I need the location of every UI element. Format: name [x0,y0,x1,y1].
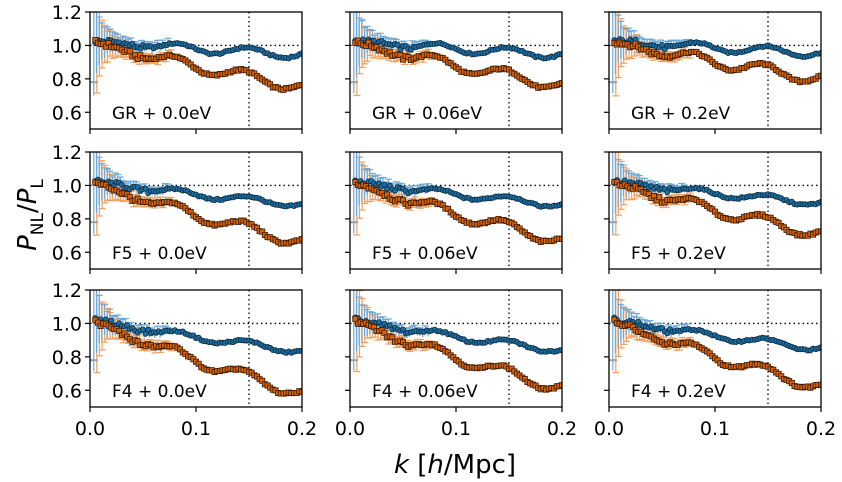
x-axis-title-open: [ [417,450,427,480]
point-nonlinear [818,381,821,388]
panel-3: 0.6 0.8 1.0 1.2 F5 + 0.0eV [52,142,303,274]
y-tick-label: 1.2 [52,280,82,302]
panel-plot-area [90,12,302,129]
panel-label: F4 + 0.2eV [631,382,726,402]
panel-label: GR + 0.06eV [372,104,482,124]
panel-plot-area [350,152,562,269]
point-linear [664,330,671,337]
x-tick-label: 0.2 [547,418,577,440]
x-tick-label: 0.0 [335,418,365,440]
panel-1: GR + 0.06eV [345,11,563,134]
panel-label: GR + 0.2eV [631,104,731,124]
x-axis-title-h: h [427,450,443,480]
point-nonlinear [559,80,562,87]
panel-label: F4 + 0.06eV [372,382,478,402]
panel-label: F4 + 0.0eV [112,382,207,402]
y-tick-label: 1.0 [52,35,82,57]
panel-4: F5 + 0.06eV [345,151,563,274]
y-tick-label: 1.2 [52,142,82,164]
point-linear [108,317,115,324]
panel-plot-area [90,290,302,407]
panel-plot-area [350,12,562,129]
y-tick-label: 1.0 [52,313,82,335]
x-tick-label: 0.1 [181,418,211,440]
point-linear [142,185,149,192]
panels: 0.6 0.8 1.0 1.2 GR + 0.0eV GR + 0.06eV GR + 0.… [52,2,836,440]
point-nonlinear [559,382,562,389]
panel-8: 0.0 0.1 0.2 F4 + 0.2eV [594,289,836,440]
point-nonlinear [126,48,133,55]
x-tick-label: 0.0 [594,418,624,440]
point-nonlinear [559,235,562,242]
y-axis-title-sub2: L [28,179,48,189]
panel-0: 0.6 0.8 1.0 1.2 GR + 0.0eV [52,2,303,134]
y-tick-label: 0.8 [52,347,82,369]
point-nonlinear [818,228,821,235]
panel-plot-area [350,290,562,407]
svg-text:PNL/PL: PNL/PL [13,179,48,251]
panel-label: F5 + 0.2eV [631,244,726,264]
panel-5: F5 + 0.2eV [604,151,822,274]
panel-7: 0.0 0.1 0.2 F4 + 0.06eV [335,289,577,440]
y-tick-label: 0.6 [52,102,82,124]
panel-plot-area [609,290,821,407]
x-tick-label: 0.2 [806,418,836,440]
point-nonlinear [656,194,663,201]
panel-label: F5 + 0.0eV [112,244,207,264]
x-axis-title-k: k [394,450,410,480]
panel-plot-area [609,12,821,129]
y-axis-title: PNL/PL [13,179,48,251]
y-tick-label: 1.2 [52,2,82,24]
panel-6: 0.6 0.8 1.0 1.2 0.0 0.1 0.2 F4 + 0.0eV [52,280,317,440]
x-tick-label: 0.1 [700,418,730,440]
x-axis-title-rest: /Mpc] [444,450,516,480]
panel-label: F5 + 0.06eV [372,244,478,264]
y-tick-label: 0.6 [52,242,82,264]
y-tick-label: 0.6 [52,380,82,402]
point-nonlinear [818,72,821,79]
panel-label: GR + 0.0eV [112,104,212,124]
x-tick-label: 0.2 [287,418,317,440]
x-axis-title: k [h/Mpc] [394,450,516,480]
x-tick-label: 0.0 [75,418,105,440]
panel-plot-area [609,152,821,269]
x-axis-title-bracket [409,450,417,480]
x-tick-label: 0.1 [441,418,471,440]
panel-plot-area [90,152,302,269]
panel-2: GR + 0.2eV [604,11,822,134]
y-axis-title-p1: P [13,235,43,251]
point-linear [394,41,401,48]
y-axis-title-p2: P [13,188,43,204]
y-axis-title-sub1: NL [28,213,48,236]
point-nonlinear [352,315,359,322]
y-tick-label: 0.8 [52,69,82,91]
y-tick-label: 1.0 [52,175,82,197]
y-axis-title-slash: / [13,204,43,213]
y-tick-label: 0.8 [52,209,82,231]
